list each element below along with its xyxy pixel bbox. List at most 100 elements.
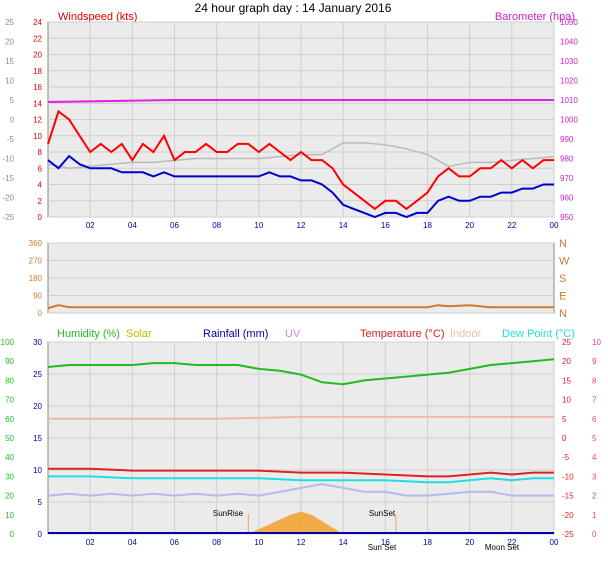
humidity-tick: 30 <box>5 472 14 481</box>
x-tick-label: 20 <box>465 538 474 547</box>
x-tick-label: 06 <box>170 538 179 547</box>
temp-tick: -10 <box>562 472 574 481</box>
rain-tick: 30 <box>33 338 42 347</box>
uv-tick: 8 <box>592 376 597 385</box>
temp-tick: -25 <box>562 530 574 539</box>
x-tick-label: 10 <box>254 538 263 547</box>
wind-inner-tick: 22 <box>33 34 42 43</box>
x-tick-label: 12 <box>297 538 306 547</box>
wind-outer-tick: -10 <box>2 155 14 164</box>
uv-tick: 6 <box>592 415 597 424</box>
wind-inner-tick: 20 <box>33 51 42 60</box>
humidity-tick: 20 <box>5 492 14 501</box>
uv-tick: 10 <box>592 338 601 347</box>
humidity-tick: 100 <box>1 338 15 347</box>
barometer-label: Barometer (hpa) <box>495 11 575 23</box>
temp-tick: 0 <box>562 434 567 443</box>
avg-wind-line <box>47 154 554 219</box>
uv-tick: 9 <box>592 357 597 366</box>
uv-tick: 4 <box>592 453 597 462</box>
wind-lines <box>47 99 555 219</box>
sunset-axis-label: Sun Set <box>368 543 397 552</box>
wind-inner-tick: 14 <box>33 99 42 108</box>
temperature-line <box>48 467 554 478</box>
wind-inner-tick: 16 <box>33 83 42 92</box>
legend-humidity: Humidity (%) <box>57 328 120 340</box>
windspeed-label: Windspeed (kts) <box>58 11 137 23</box>
wind-outer-tick: -25 <box>2 213 14 222</box>
baro-tick: 980 <box>560 155 574 164</box>
legend-uv: UV <box>285 328 301 340</box>
sunrise-label: SunRise <box>213 509 244 518</box>
temp-tick: 25 <box>562 338 571 347</box>
wind-outer-tick: -5 <box>7 135 15 144</box>
temp-tick: 20 <box>562 357 571 366</box>
x-tick-label: 04 <box>128 221 137 230</box>
x-tick-label: 08 <box>212 538 221 547</box>
uv-tick: 1 <box>592 511 597 520</box>
baro-tick: 1040 <box>560 38 578 47</box>
x-tick-label: 22 <box>507 221 516 230</box>
direction-lines <box>47 304 554 310</box>
compass-label: N <box>559 238 567 250</box>
barometer-line <box>47 99 554 103</box>
x-tick-label: 08 <box>212 221 221 230</box>
x-tick-label: 12 <box>297 221 306 230</box>
temp-tick: 10 <box>562 396 571 405</box>
humidity-tick: 50 <box>5 434 14 443</box>
temp-tick: 5 <box>562 415 567 424</box>
x-tick-label: 04 <box>128 538 137 547</box>
baro-tick: 990 <box>560 135 574 144</box>
moonset-axis-label: Moon Set <box>485 543 520 552</box>
x-tick-label: 00 <box>550 221 559 230</box>
compass-label: E <box>559 291 566 303</box>
x-tick-label: 10 <box>254 221 263 230</box>
wind-inner-tick: 2 <box>38 197 43 206</box>
legend-solar: Solar <box>126 328 152 340</box>
wind-outer-tick: 10 <box>5 77 14 86</box>
wind-outer-tick: 0 <box>10 116 15 125</box>
wind-outer-tick: 25 <box>5 18 14 27</box>
x-tick-label: 22 <box>507 538 516 547</box>
wind-inner-tick: 18 <box>33 67 42 76</box>
rain-tick: 10 <box>33 466 42 475</box>
indoor-line <box>48 415 554 420</box>
wind-outer-tick: 20 <box>5 38 14 47</box>
compass-label: S <box>559 273 566 285</box>
wind-inner-tick: 24 <box>33 18 42 27</box>
wind-inner-tick: 8 <box>38 148 43 157</box>
x-tick-label: 02 <box>86 538 95 547</box>
uv-tick: 0 <box>592 530 597 539</box>
legend-dewpoint: Dew Point (°C) <box>502 328 575 340</box>
humidity-tick: 10 <box>5 511 14 520</box>
humidity-tick: 80 <box>5 376 14 385</box>
solar-area <box>248 511 344 534</box>
legend-temperature: Temperature (°C) <box>360 328 444 340</box>
wind-outer-tick: -20 <box>2 194 14 203</box>
x-tick-label: 14 <box>339 538 348 547</box>
wind-grid <box>48 21 555 218</box>
wind-inner-tick: 4 <box>38 181 43 190</box>
baro-tick: 1020 <box>560 77 578 86</box>
baro-tick: 960 <box>560 194 574 203</box>
temperature-ticks: 02 04 06 08 10 12 14 16 18 20 22 001009080706050403… <box>1 338 602 547</box>
humidity-tick: 60 <box>5 415 14 424</box>
uv-tick: 5 <box>592 434 597 443</box>
legend-indoor: Indoor <box>450 328 482 340</box>
x-tick-label: 06 <box>170 221 179 230</box>
direction-tick: 360 <box>29 239 43 248</box>
rain-tick: 20 <box>33 402 42 411</box>
humidity-tick: 40 <box>5 453 14 462</box>
baro-tick: 950 <box>560 213 574 222</box>
direction-grid <box>48 242 554 314</box>
direction-line <box>47 304 554 310</box>
temp-tick: -5 <box>562 453 570 462</box>
baro-tick: 1050 <box>560 18 578 27</box>
temp-tick: -15 <box>562 492 574 501</box>
gust-line <box>47 109 554 211</box>
sunset-label: SunSet <box>369 509 396 518</box>
